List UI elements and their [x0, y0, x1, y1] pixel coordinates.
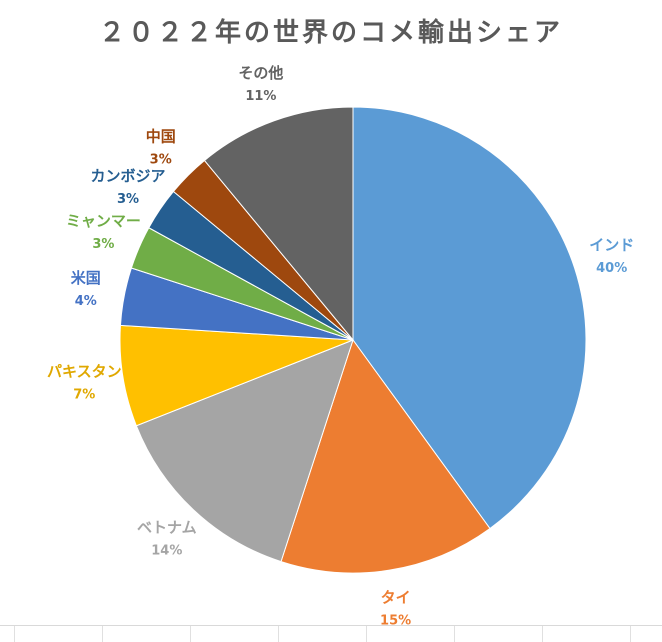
pie-slice: [119, 324, 354, 427]
slice-category-label: ベトナム: [137, 518, 197, 536]
slice-category-label: ミャンマー: [66, 212, 141, 230]
pie-slice: [135, 339, 354, 563]
slice-percent-label: 3%: [150, 153, 172, 168]
slice-category-label: その他: [238, 64, 283, 82]
slice-percent-label: 40%: [596, 261, 627, 276]
grid-column-line: [190, 626, 191, 642]
slice-category-label: パキスタン: [47, 363, 122, 381]
grid-column-line: [14, 626, 15, 642]
spreadsheet-gridline-row: [0, 625, 662, 642]
pie-labels: インド40%タイ15%ベトナム14%パキスタン7%米国4%ミャンマー3%カンボジ…: [47, 64, 634, 625]
slice-category-label: インド: [589, 236, 634, 254]
pie-slice: [280, 338, 491, 574]
pie-slices: [119, 106, 587, 574]
grid-column-line: [454, 626, 455, 642]
grid-column-line: [542, 626, 543, 642]
slice-percent-label: 3%: [117, 192, 139, 207]
grid-column-line: [366, 626, 367, 642]
chart-title: ２０２２年の世界のコメ輸出シェア: [98, 18, 563, 48]
slice-percent-label: 4%: [75, 294, 97, 309]
pie-slice: [203, 106, 354, 342]
slice-category-label: タイ: [381, 589, 411, 607]
slice-category-label: カンボジア: [90, 167, 165, 185]
grid-column-line: [278, 626, 279, 642]
slice-category-label: 米国: [71, 269, 101, 287]
slice-percent-label: 7%: [73, 388, 95, 403]
slice-category-label: 中国: [146, 128, 176, 146]
pie-slice: [352, 106, 587, 530]
grid-column-line: [630, 626, 631, 642]
slice-percent-label: 15%: [380, 614, 411, 625]
grid-column-line: [102, 626, 103, 642]
slice-percent-label: 11%: [245, 89, 276, 104]
pie-chart: インド40%タイ15%ベトナム14%パキスタン7%米国4%ミャンマー3%カンボジ…: [47, 64, 634, 625]
slice-percent-label: 3%: [92, 237, 114, 252]
slice-percent-label: 14%: [151, 543, 182, 558]
